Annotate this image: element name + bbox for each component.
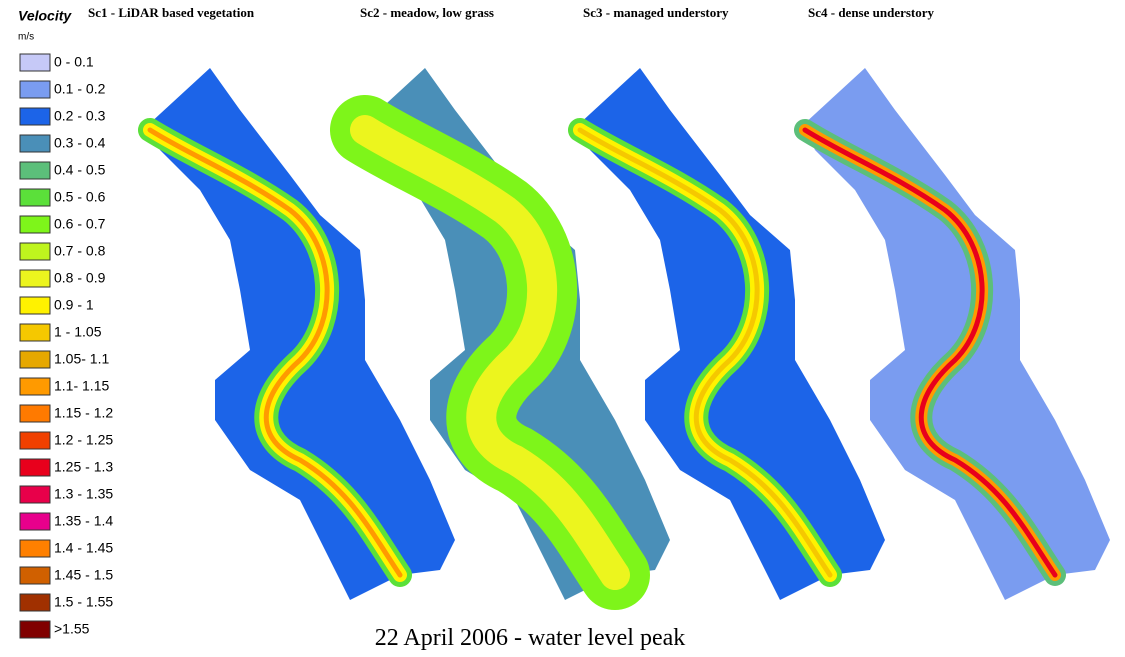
legend-swatch: [20, 324, 50, 341]
legend-swatch: [20, 270, 50, 287]
panel-title: Sc3 - managed understory: [583, 5, 729, 20]
legend-swatch: [20, 621, 50, 638]
legend-label: 1.25 - 1.3: [54, 459, 113, 475]
legend-label: 1.3 - 1.35: [54, 486, 113, 502]
legend-swatch: [20, 135, 50, 152]
legend-label: >1.55: [54, 621, 90, 637]
legend-label: 1.05- 1.1: [54, 351, 109, 367]
legend-swatch: [20, 189, 50, 206]
caption: 22 April 2006 - water level peak: [375, 625, 686, 651]
legend-swatch: [20, 297, 50, 314]
legend-swatch: [20, 378, 50, 395]
legend-title: Velocity: [18, 8, 72, 24]
legend-swatch: [20, 459, 50, 476]
legend-swatch: [20, 54, 50, 71]
legend-swatch: [20, 405, 50, 422]
legend-unit: m/s: [18, 32, 34, 43]
panel-title: Sc1 - LiDAR based vegetation: [88, 5, 255, 20]
legend-label: 1.5 - 1.55: [54, 594, 113, 610]
legend-label: 0 - 0.1: [54, 54, 94, 70]
legend-swatch: [20, 513, 50, 530]
legend-label: 0.9 - 1: [54, 297, 94, 313]
legend-swatch: [20, 540, 50, 557]
legend-swatch: [20, 108, 50, 125]
legend-label: 0.1 - 0.2: [54, 81, 106, 97]
legend-swatch: [20, 243, 50, 260]
legend-swatch: [20, 81, 50, 98]
legend-swatch: [20, 162, 50, 179]
legend-label: 1.1- 1.15: [54, 378, 109, 394]
legend-swatch: [20, 486, 50, 503]
legend-label: 0.3 - 0.4: [54, 135, 106, 151]
legend-label: 1.45 - 1.5: [54, 567, 113, 583]
legend-label: 1 - 1.05: [54, 324, 102, 340]
legend-swatch: [20, 594, 50, 611]
legend-label: 0.2 - 0.3: [54, 108, 106, 124]
legend-label: 1.4 - 1.45: [54, 540, 113, 556]
legend-label: 1.2 - 1.25: [54, 432, 113, 448]
legend-label: 0.4 - 0.5: [54, 162, 106, 178]
legend-label: 1.15 - 1.2: [54, 405, 113, 421]
legend-swatch: [20, 351, 50, 368]
legend-label: 0.8 - 0.9: [54, 270, 106, 286]
panel-title: Sc4 - dense understory: [808, 5, 935, 20]
legend-label: 0.6 - 0.7: [54, 216, 106, 232]
legend-swatch: [20, 567, 50, 584]
figure: Velocity m/s Sc1 - LiDAR based vegetatio…: [0, 0, 1125, 657]
legend-swatch: [20, 432, 50, 449]
legend-label: 1.35 - 1.4: [54, 513, 113, 529]
legend-swatch: [20, 216, 50, 233]
panel-title: Sc2 - meadow, low grass: [360, 5, 494, 20]
legend-label: 0.7 - 0.8: [54, 243, 106, 259]
legend-label: 0.5 - 0.6: [54, 189, 106, 205]
